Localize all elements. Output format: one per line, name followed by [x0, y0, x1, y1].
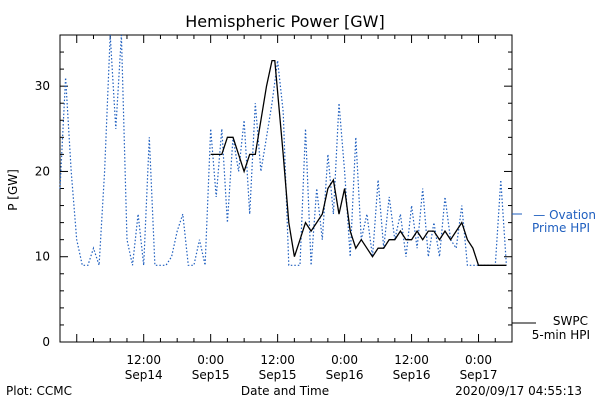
legend-label-ovation: — Ovation: [533, 208, 596, 222]
x-axis-label: Date and Time: [241, 384, 329, 398]
x-tick-label-time: 12:00: [126, 353, 161, 367]
y-tick-label: 0: [42, 335, 50, 349]
footer-plot-credit: Plot: CCMC: [6, 384, 72, 398]
x-tick-label-date: Sep15: [192, 368, 230, 382]
x-tick-label-time: 0:00: [197, 353, 224, 367]
x-tick-label-date: Sep14: [125, 368, 163, 382]
series-line-swpc: [210, 59, 507, 266]
series-layer: [59, 34, 507, 266]
x-tick-label-date: Sep16: [326, 368, 364, 382]
x-tick-label-time: 0:00: [465, 353, 492, 367]
x-axis: 12:00Sep140:00Sep1512:00Sep150:00Sep1612…: [59, 35, 513, 382]
x-tick-label-date: Sep17: [460, 368, 498, 382]
legend-label-swpc: SWPC: [553, 314, 588, 328]
series-line-ovation-prime: [59, 34, 507, 266]
footer-timestamp: 2020/09/17 04:55:13: [455, 384, 582, 398]
x-tick-label-time: 0:00: [331, 353, 358, 367]
y-tick-label: 30: [35, 79, 50, 93]
y-tick-label: 10: [35, 250, 50, 264]
y-tick-label: 20: [35, 164, 50, 178]
legend-label-swpc: 5-min HPI: [532, 328, 590, 342]
y-axis-label: P [GW]: [6, 169, 20, 211]
x-tick-label-time: 12:00: [394, 353, 429, 367]
x-tick-label-date: Sep16: [393, 368, 431, 382]
chart-title: Hemispheric Power [GW]: [185, 12, 384, 31]
legend-label-ovation: Prime HPI: [532, 221, 590, 235]
x-tick-label-date: Sep15: [259, 368, 297, 382]
x-tick-label-time: 12:00: [260, 353, 295, 367]
y-axis: 0 10 20 30: [35, 34, 512, 349]
